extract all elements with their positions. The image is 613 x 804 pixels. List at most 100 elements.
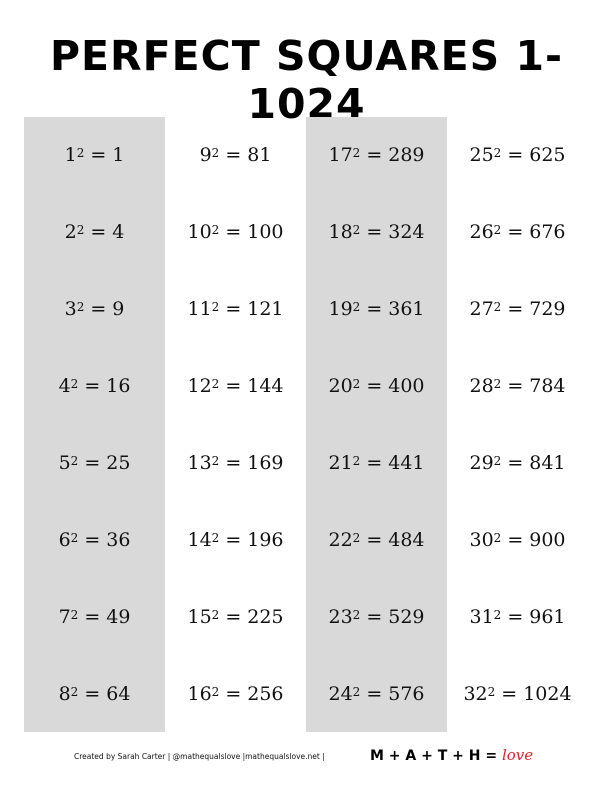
base: 13 [187,451,212,474]
result: 400 [388,375,425,398]
base: 11 [187,298,212,321]
squares-column: 9 2 = 81 10 2 = 100 11 2 = 121 12 2 = 144 13 2 = 169 14 2 = 196… [165,117,306,732]
exponent: 2 [211,300,220,315]
square-entry: 26 2 = 676 [447,194,588,271]
logo-text: M + A + T + H = [370,748,502,764]
base: 15 [187,605,212,628]
result: 196 [247,528,284,551]
exponent: 2 [352,223,361,238]
base: 31 [469,605,494,628]
result: 484 [388,528,425,551]
exponent: 2 [211,223,220,238]
square-entry: 7 2 = 49 [24,578,165,655]
equals-sign: = [225,375,242,398]
base: 24 [328,682,353,705]
equals-sign: = [225,682,242,705]
equals-sign: = [366,298,383,321]
square-entry: 22 2 = 484 [306,501,447,578]
exponent: 2 [352,607,361,622]
square-entry: 32 2 = 1024 [447,655,588,732]
exponent: 2 [70,530,79,545]
square-entry: 14 2 = 196 [165,501,306,578]
result: 729 [529,298,566,321]
square-entry: 11 2 = 121 [165,271,306,348]
square-entry: 17 2 = 289 [306,117,447,194]
equals-sign: = [84,605,101,628]
result: 900 [529,528,566,551]
exponent: 2 [493,377,502,392]
exponent: 2 [70,377,79,392]
exponent: 2 [493,453,502,468]
exponent: 2 [352,684,361,699]
exponent: 2 [211,377,220,392]
equals-sign: = [225,221,242,244]
exponent: 2 [70,684,79,699]
equals-sign: = [366,375,383,398]
equals-sign: = [225,605,242,628]
base: 12 [187,375,212,398]
square-entry: 2 2 = 4 [24,194,165,271]
exponent: 2 [352,453,361,468]
base: 21 [328,451,353,474]
base: 17 [328,144,353,167]
math-equals-love-logo: M + A + T + H = love [370,746,533,764]
square-entry: 30 2 = 900 [447,501,588,578]
result: 256 [247,682,284,705]
equals-sign: = [366,682,383,705]
square-entry: 13 2 = 169 [165,425,306,502]
base: 32 [463,682,488,705]
logo-love: love [501,746,534,764]
equals-sign: = [84,682,101,705]
square-entry: 6 2 = 36 [24,501,165,578]
square-entry: 24 2 = 576 [306,655,447,732]
equals-sign: = [507,221,524,244]
base: 28 [469,375,494,398]
exponent: 2 [493,146,502,161]
result: 4 [112,221,125,244]
equals-sign: = [84,375,101,398]
exponent: 2 [493,223,502,238]
exponent: 2 [352,377,361,392]
square-entry: 18 2 = 324 [306,194,447,271]
equals-sign: = [366,605,383,628]
base: 20 [328,375,353,398]
base: 6 [58,528,71,551]
base: 4 [58,375,71,398]
equals-sign: = [507,144,524,167]
equals-sign: = [507,528,524,551]
exponent: 2 [493,300,502,315]
square-entry: 4 2 = 16 [24,348,165,425]
exponent: 2 [70,453,79,468]
square-entry: 3 2 = 9 [24,271,165,348]
result: 1 [112,144,125,167]
base: 22 [328,528,353,551]
exponent: 2 [76,146,85,161]
result: 784 [529,375,566,398]
square-entry: 20 2 = 400 [306,348,447,425]
exponent: 2 [211,684,220,699]
square-entry: 5 2 = 25 [24,425,165,502]
exponent: 2 [76,223,85,238]
square-entry: 19 2 = 361 [306,271,447,348]
base: 29 [469,451,494,474]
squares-table: 1 2 = 1 2 2 = 4 3 2 = 9 4 2 = 16 5 2 = 25 6 2 = 36 7 2 = 49 8 2 = 64 9 2 =… [24,117,588,732]
exponent: 2 [493,530,502,545]
equals-sign: = [90,144,107,167]
square-entry: 21 2 = 441 [306,425,447,502]
exponent: 2 [352,300,361,315]
equals-sign: = [366,528,383,551]
result: 361 [388,298,425,321]
result: 25 [106,451,131,474]
result: 676 [529,221,566,244]
exponent: 2 [211,146,220,161]
base: 3 [64,298,77,321]
base: 14 [187,528,212,551]
exponent: 2 [76,300,85,315]
square-entry: 23 2 = 529 [306,578,447,655]
square-entry: 25 2 = 625 [447,117,588,194]
exponent: 2 [211,607,220,622]
base: 7 [58,605,71,628]
exponent: 2 [211,530,220,545]
square-entry: 15 2 = 225 [165,578,306,655]
square-entry: 31 2 = 961 [447,578,588,655]
